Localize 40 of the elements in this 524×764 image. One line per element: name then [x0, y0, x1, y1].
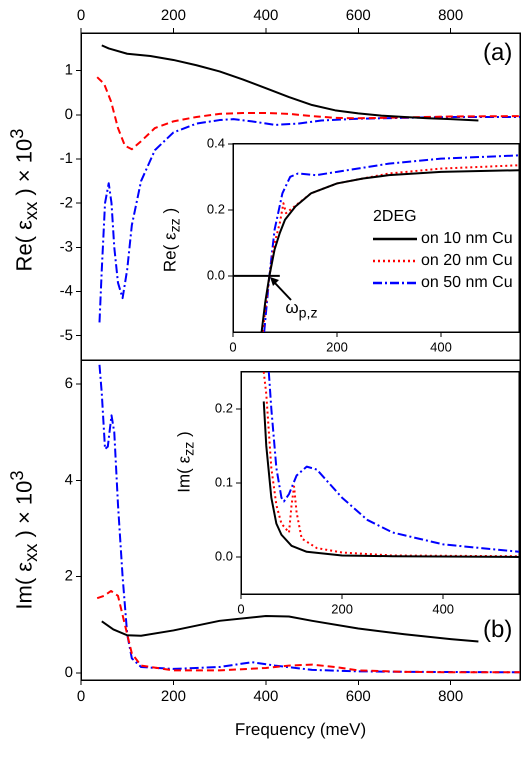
y-tick-label: 0.0	[214, 548, 233, 564]
x-tick-label: 400	[253, 688, 278, 706]
legend-label: on 50 nm Cu	[421, 272, 513, 293]
x-tick-label: 800	[438, 7, 464, 24]
legend-label: on 20 nm Cu	[421, 250, 513, 271]
annotation: (b)	[483, 616, 512, 644]
x-tick-label: 600	[346, 688, 371, 706]
y-tick-label: 0.2	[214, 400, 233, 416]
x-tick-label: 200	[326, 339, 348, 354]
x-tick-label: 400	[430, 339, 452, 354]
y-tick-label: 0	[64, 106, 73, 123]
legend-title: 2DEG	[373, 206, 418, 227]
x-tick-label: 400	[432, 601, 454, 616]
y-tick-label: -3	[60, 238, 73, 256]
y-tick-label: 1	[64, 62, 73, 79]
x-tick-label: 200	[160, 7, 186, 24]
x-tick-label: 0	[76, 7, 86, 24]
y-tick-label: 0.2	[206, 201, 225, 216]
y-tick-label: 2	[64, 568, 73, 585]
y-tick-label: 0.0	[206, 267, 225, 282]
x-tick-label: 200	[331, 601, 353, 616]
y-tick-label: -2	[60, 194, 73, 212]
x-tick-label: 600	[346, 7, 371, 24]
y-tick-label: -4	[60, 282, 73, 300]
y-tick-label: -1	[60, 150, 73, 168]
y-tick-label: 6	[64, 375, 73, 392]
x-axis-title: Frequency (meV)	[234, 720, 366, 740]
x-tick-label: 0	[76, 688, 86, 706]
y-tick-label: 0	[64, 664, 73, 681]
legend-label: on 10 nm Cu	[421, 228, 513, 249]
y-tick-label: 0.1	[214, 474, 233, 490]
x-tick-label: 800	[438, 688, 464, 706]
annotation: (a)	[483, 39, 512, 67]
y-tick-label: -5	[60, 326, 73, 344]
x-tick-label: 400	[253, 7, 278, 24]
annotation: ω$_{p,z}$	[285, 298, 318, 322]
x-tick-label: 0	[237, 601, 245, 616]
x-tick-label: 200	[160, 688, 186, 706]
y-tick-label: 4	[64, 471, 73, 488]
y-tick-label: 0.4	[206, 135, 225, 150]
